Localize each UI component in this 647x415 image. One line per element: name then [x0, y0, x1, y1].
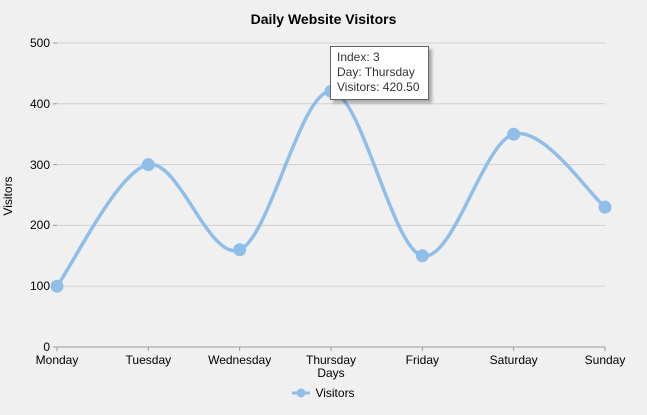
- legend-series-label: Visitors: [315, 386, 355, 400]
- data-point-tooltip: Index: 3 Day: Thursday Visitors: 420.50: [330, 46, 429, 100]
- y-tick-label: 0: [43, 340, 50, 354]
- x-axis-title: Days: [317, 366, 345, 380]
- x-tick-label: Sunday: [584, 353, 626, 367]
- x-tick-label: Monday: [35, 353, 79, 367]
- series-line: [55, 89, 607, 288]
- tooltip-day-line: Day: Thursday: [337, 65, 415, 79]
- legend: Visitors: [0, 386, 647, 400]
- x-tick-label: Wednesday: [208, 353, 272, 367]
- data-point-marker[interactable]: [233, 243, 247, 257]
- x-tick-label: Saturday: [489, 353, 538, 367]
- legend-marker-icon: [292, 388, 311, 398]
- data-point-marker[interactable]: [141, 158, 155, 172]
- x-tick-label: Tuesday: [125, 353, 172, 367]
- data-point-marker[interactable]: [507, 127, 521, 141]
- data-point-marker[interactable]: [415, 249, 429, 263]
- y-tick-label: 400: [29, 96, 50, 111]
- x-tick-label: Friday: [405, 353, 439, 367]
- y-tick-label: 200: [29, 218, 50, 233]
- y-tick-label: 300: [29, 157, 50, 172]
- data-point-marker[interactable]: [598, 200, 612, 214]
- y-tick-label: 100: [29, 279, 50, 294]
- tooltip-visitors-line: Visitors: 420.50: [337, 80, 420, 94]
- tooltip-index-line: Index: 3: [337, 50, 380, 64]
- x-tick-label: Thursday: [305, 353, 357, 367]
- y-tick-label: 500: [29, 36, 50, 50]
- y-axis-title: Visitors: [1, 176, 15, 216]
- data-point-marker[interactable]: [50, 279, 64, 293]
- chart-title: Daily Website Visitors: [250, 11, 397, 27]
